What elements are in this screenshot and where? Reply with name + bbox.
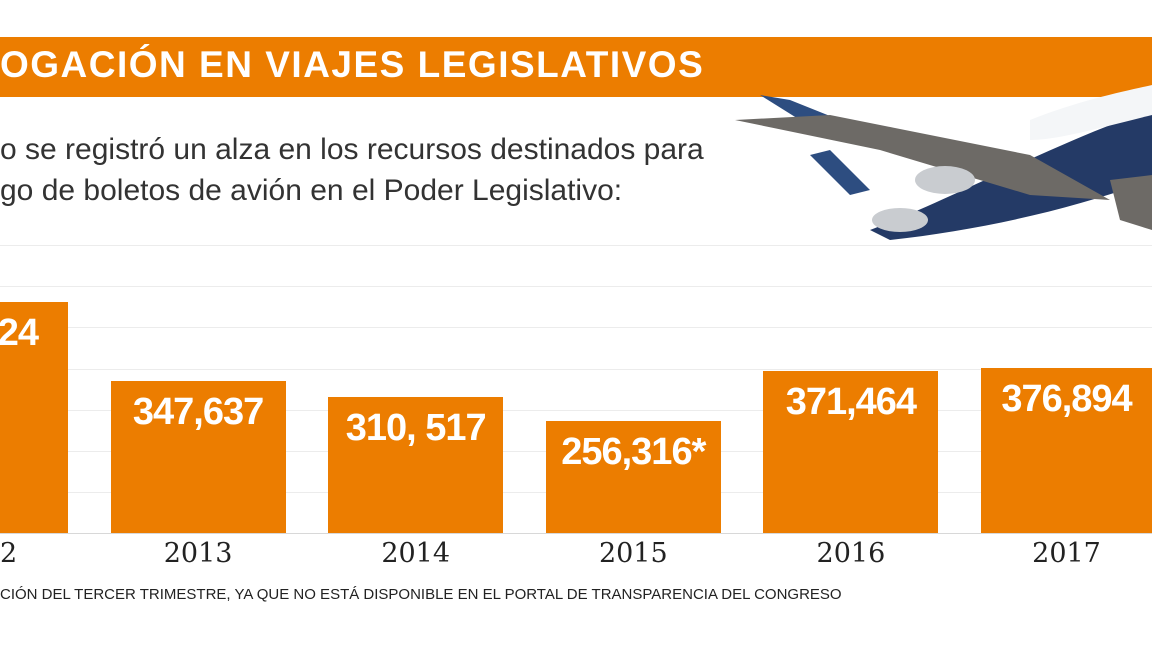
- x-tick-label: 2017: [1032, 538, 1101, 569]
- bar: 256,316*: [545, 420, 721, 533]
- gridline: [0, 327, 1152, 328]
- bar-value-label: 347,637: [132, 391, 264, 433]
- subtitle-line-1: o se registró un alza en los recursos de…: [0, 133, 704, 166]
- bar-value-label: 324: [0, 312, 39, 354]
- airplane-icon: [735, 85, 1152, 240]
- x-tick-label: 2016: [816, 538, 886, 569]
- gridline: [0, 369, 1152, 370]
- bar: 347,637: [110, 381, 286, 533]
- gridline: [0, 286, 1152, 287]
- title-band: [0, 37, 1152, 97]
- bar: 310, 517: [328, 397, 504, 533]
- subtitle-line-2: go de boletos de avión en el Poder Legis…: [0, 174, 623, 207]
- bar: 371,464: [763, 370, 939, 533]
- chart-title: OGACIÓN EN VIAJES LEGISLATIVOS: [0, 44, 705, 85]
- x-tick-label: 2013: [163, 538, 233, 569]
- bar-value-label: 310, 517: [345, 407, 487, 450]
- x-tick-label: 2015: [598, 538, 668, 569]
- x-tick-label: 2014: [381, 538, 451, 569]
- gridline: [0, 410, 1152, 411]
- baseline: [0, 533, 1152, 534]
- bar-value-label: 376,894: [1001, 378, 1132, 421]
- bar: 324: [0, 302, 68, 533]
- bar-value-label: 256,316*: [561, 430, 706, 473]
- bar: 376,894: [981, 368, 1152, 533]
- bar-value-label: 371,464: [785, 380, 917, 423]
- footnote: CIÓN DEL TERCER TRIMESTRE, YA QUE NO EST…: [0, 586, 842, 603]
- gridline: [0, 245, 1152, 246]
- x-tick-label: 2: [0, 538, 18, 569]
